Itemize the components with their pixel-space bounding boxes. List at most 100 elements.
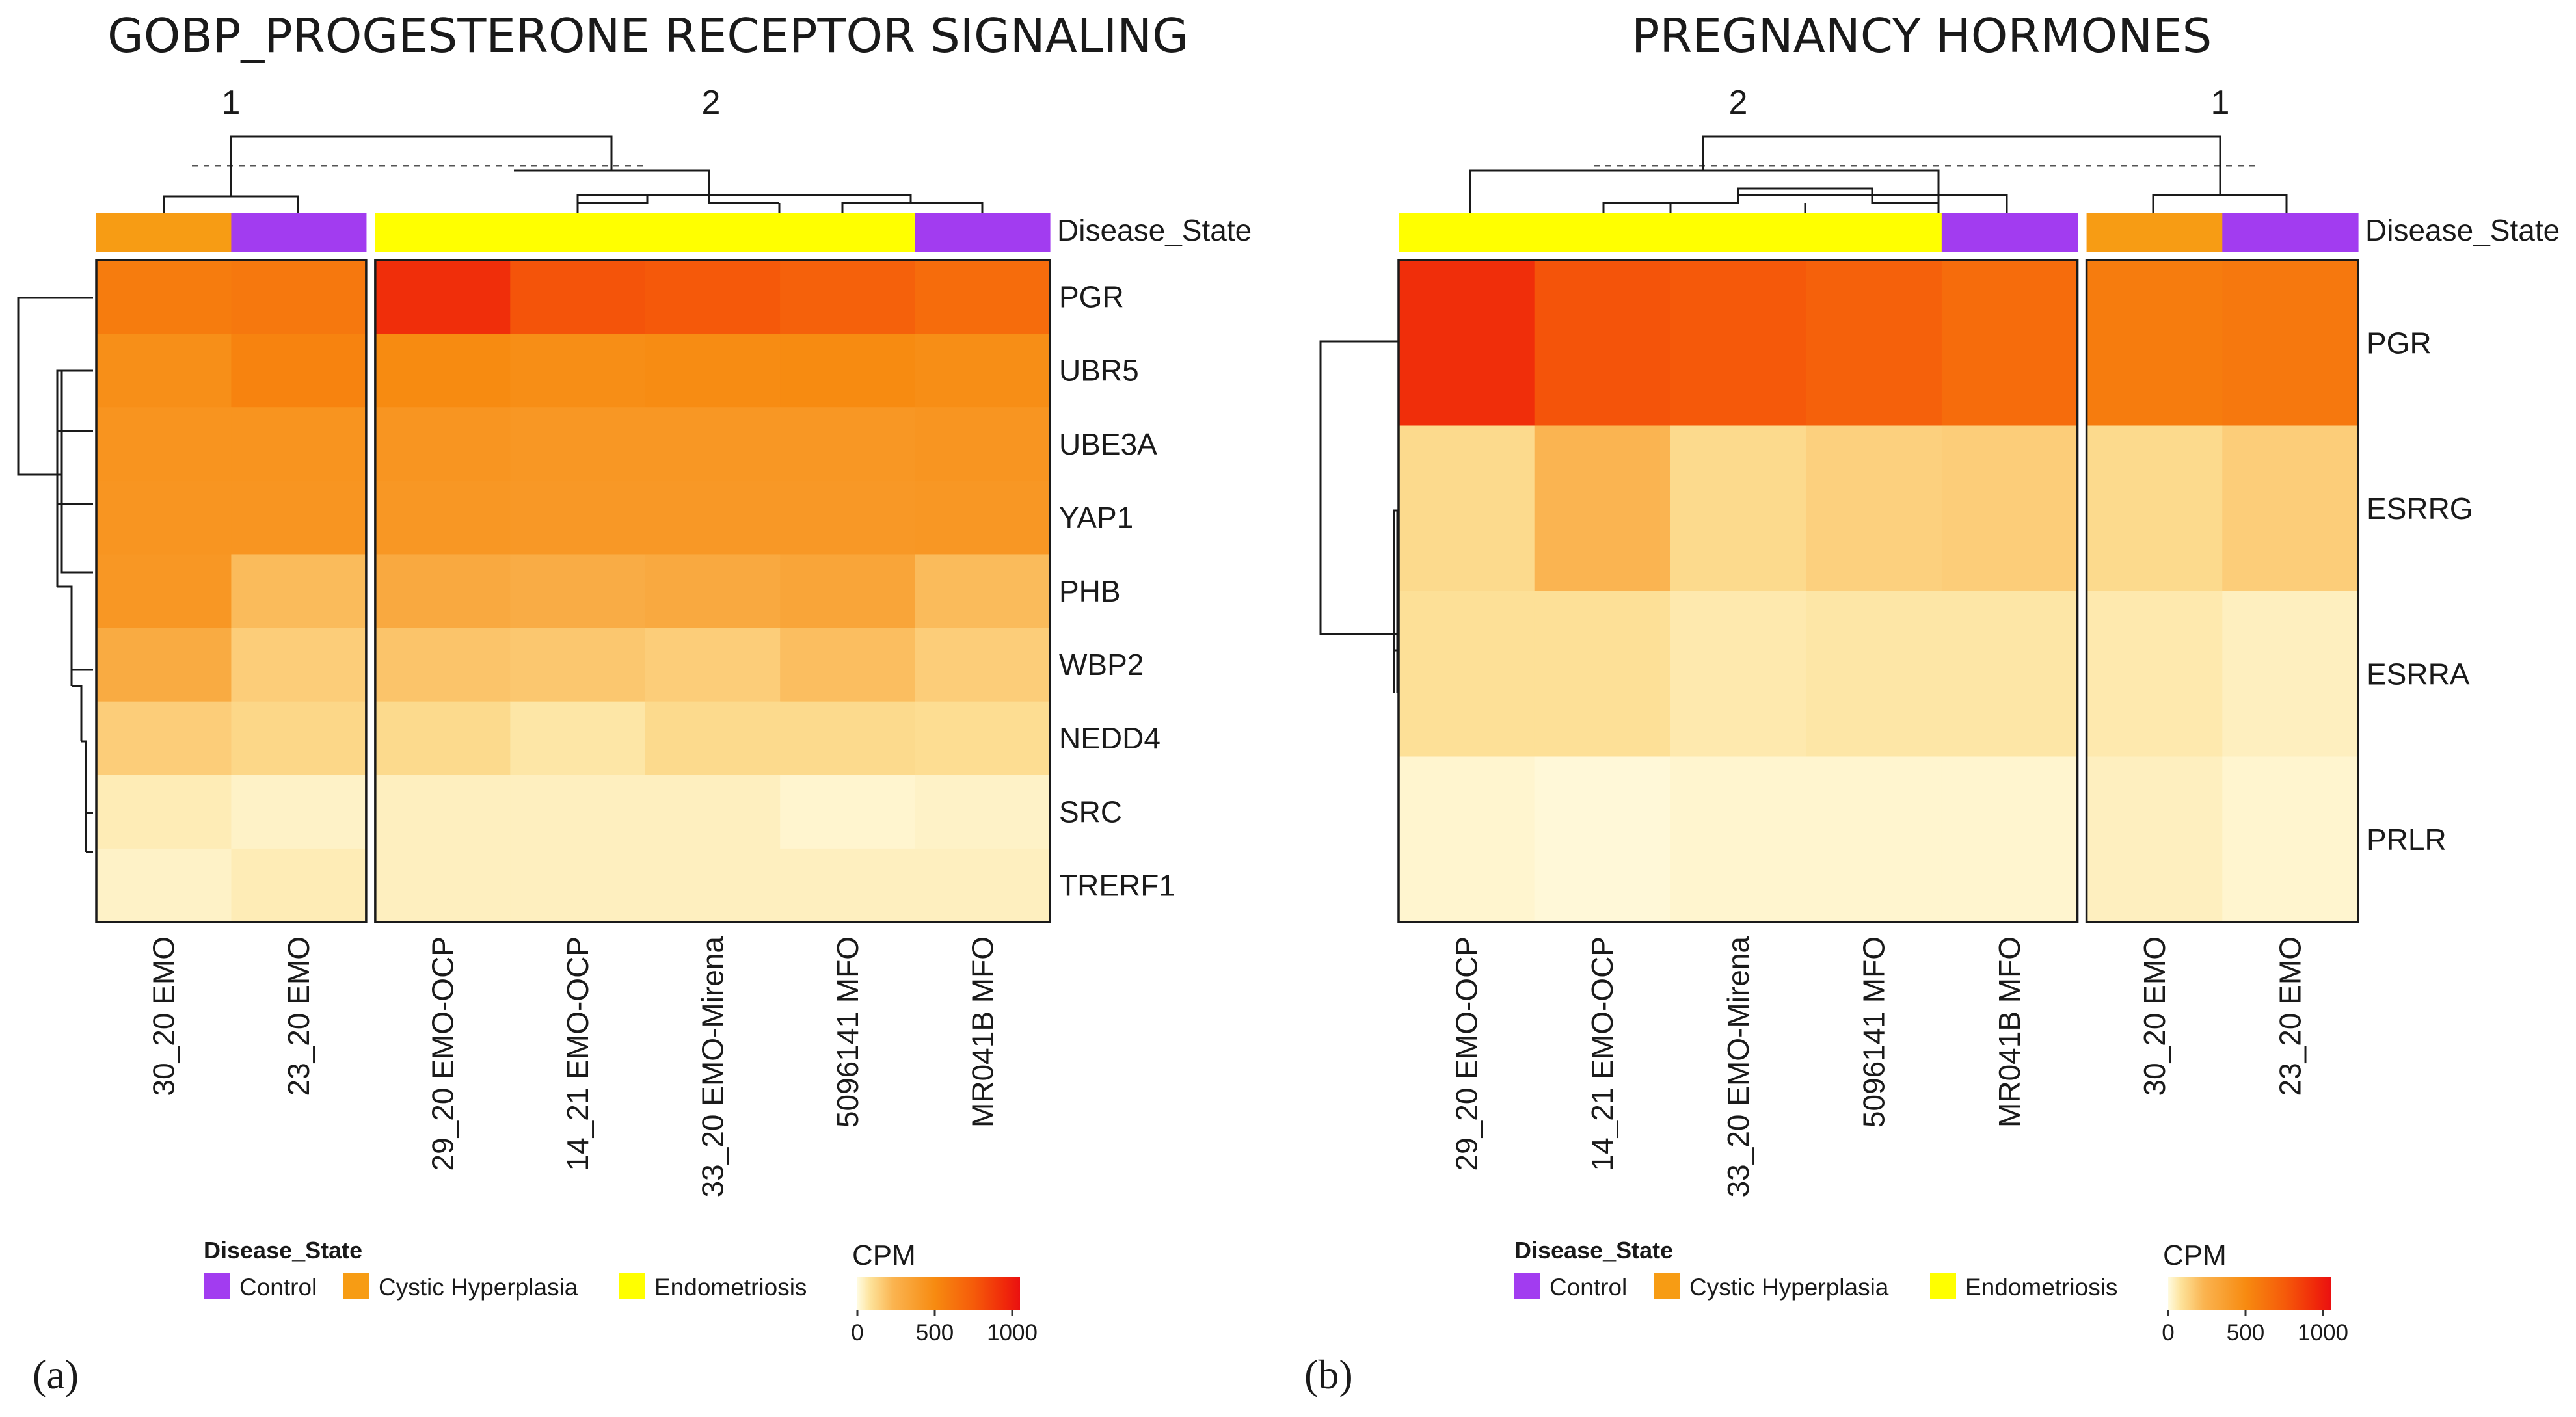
- panel-a-annotation-23-20-emo: [231, 213, 367, 252]
- panel-b-cell-pgr-14-21-emo-ocp: [1534, 260, 1671, 427]
- legend-swatch-endometriosis: [1930, 1273, 1956, 1299]
- panel-a-cell-src-mr041b-mfo: [915, 775, 1051, 849]
- panel-a-cell-nedd4-29-20-emo-ocp: [375, 701, 511, 776]
- panel-b-label: (b): [1304, 1351, 1353, 1397]
- panel-b-annotation-29-20-emo-ocp: [1399, 213, 1535, 252]
- panel-a-colorbar-gradient: [857, 1277, 1020, 1310]
- legend-label-control: Control: [1550, 1274, 1627, 1301]
- panel-a-cell-ube3a-mr041b-mfo: [915, 407, 1051, 481]
- panel-a-row-label-phb: PHB: [1059, 574, 1121, 608]
- panel-a-cell-ube3a-5096141-mfo: [780, 407, 916, 481]
- panel-b-colorbar-tick-500: 500: [2227, 1320, 2264, 1345]
- panel-b-colorbar-tick-1000: 1000: [2298, 1320, 2348, 1345]
- panel-b-legend-title: Disease_State: [1514, 1237, 1673, 1264]
- panel-b-cluster-1-label: 1: [2211, 84, 2230, 122]
- panel-a-cell-ubr5-30-20-emo: [96, 334, 232, 408]
- panel-a-cell-wbp2-5096141-mfo: [780, 628, 916, 702]
- panel-b-cell-esrra-23-20-emo: [2222, 591, 2359, 758]
- panel-a-cell-nedd4-14-21-emo-ocp: [510, 701, 646, 776]
- panel-b-column-labels: 29_20 EMO-OCP 14_21 EMO-OCP 33_20 EMO-Mire…: [1449, 936, 2307, 1198]
- panel-a-cell-yap1-5096141-mfo: [780, 481, 916, 555]
- panel-a-cell-trerf1-23-20-emo: [231, 848, 367, 923]
- panel-a-cell-nedd4-23-20-emo: [231, 701, 367, 776]
- panel-b-cell-prlr-5096141-mfo: [1806, 756, 1942, 923]
- panel-b-column-label-5096141-mfo: 5096141 MFO: [1857, 936, 1891, 1128]
- panel-b-row-label-prlr: PRLR: [2367, 823, 2447, 856]
- panel-a-colorbar-tick-0: 0: [851, 1320, 863, 1345]
- panel-a-cell-yap1-14-21-emo-ocp: [510, 481, 646, 555]
- panel-a-block-frame-1: [95, 259, 368, 923]
- panel-a-cell-ubr5-29-20-emo-ocp: [375, 334, 511, 408]
- panel-a-cell-ubr5-33-20-emo-mirena: [645, 334, 781, 408]
- panel-a-cell-phb-29-20-emo-ocp: [375, 554, 511, 629]
- legend-label-endometriosis: Endometriosis: [654, 1274, 807, 1301]
- panel-b-cell-esrra-29-20-emo-ocp: [1399, 591, 1535, 758]
- panel-a-row-label-wbp2: WBP2: [1059, 648, 1144, 682]
- panel-a-annotation-5096141-mfo: [780, 213, 916, 252]
- panel-a-annotation-label: Disease_State: [1057, 213, 1252, 247]
- panel-b-column-label-30-20-emo: 30_20 EMO: [2138, 936, 2171, 1096]
- panel-a-cell-src-33-20-emo-mirena: [645, 775, 781, 849]
- panel-a-cell-trerf1-14-21-emo-ocp: [510, 848, 646, 923]
- panel-b-cell-esrrg-mr041b-mfo: [1941, 425, 2078, 592]
- panel-b-cell-prlr-23-20-emo: [2222, 756, 2359, 923]
- panel-a-cell-pgr-29-20-emo-ocp: [375, 260, 511, 334]
- legend-label-cystic-hyperplasia: Cystic Hyperplasia: [1689, 1274, 1889, 1301]
- panel-a-column-labels: 30_20 EMO 23_20 EMO 29_20 EMO-OCP 14_21 EMO…: [147, 936, 1000, 1198]
- panel-a-cell-ubr5-5096141-mfo: [780, 334, 916, 408]
- legend-label-endometriosis: Endometriosis: [1965, 1274, 2117, 1301]
- panel-a-column-label-29-20-emo-ocp: 29_20 EMO-OCP: [426, 936, 460, 1171]
- panel-a-cell-ubr5-mr041b-mfo: [915, 334, 1051, 408]
- panel-b-title: PREGNANCY HORMONES: [1631, 8, 2212, 63]
- panel-a-row-label-pgr: PGR: [1059, 280, 1124, 314]
- panel-a-label: (a): [33, 1351, 79, 1397]
- panel-b-legend: Disease_State Control Cystic Hyperplasia…: [1514, 1237, 2117, 1301]
- panel-a-column-label-33-20-emo-mirena: 33_20 EMO-Mirena: [695, 936, 729, 1198]
- panel-b-cell-pgr-5096141-mfo: [1806, 260, 1942, 427]
- panel-a-legend-title: Disease_State: [204, 1237, 362, 1264]
- panel-a-cluster-2-label: 2: [702, 84, 721, 122]
- legend-swatch-cystic-hyperplasia: [343, 1273, 369, 1299]
- panel-b-annotation-bar: [1399, 213, 2359, 252]
- panel-b-cell-pgr-mr041b-mfo: [1941, 260, 2078, 427]
- panel-a-row-label-src: SRC: [1059, 795, 1122, 828]
- panel-b-cluster-2-label: 2: [1729, 84, 1748, 122]
- panel-b-cell-esrra-5096141-mfo: [1806, 591, 1942, 758]
- panel-a-cell-yap1-33-20-emo-mirena: [645, 481, 781, 555]
- panel-a-cell-trerf1-5096141-mfo: [780, 848, 916, 923]
- panel-a-cell-ubr5-23-20-emo: [231, 334, 367, 408]
- panel-b-annotation-30-20-emo: [2086, 213, 2223, 252]
- panel-a-cell-nedd4-mr041b-mfo: [915, 701, 1051, 776]
- panel-b-cell-esrrg-30-20-emo: [2086, 425, 2223, 592]
- panel-a-colorbar-title: CPM: [852, 1239, 916, 1271]
- panel-b-colorbar-title: CPM: [2163, 1239, 2227, 1271]
- panel-a-colorbar-tick-500: 500: [916, 1320, 954, 1345]
- panel-b-cell-esrra-14-21-emo-ocp: [1534, 591, 1671, 758]
- panel-b-cell-esrrg-33-20-emo-mirena: [1670, 425, 1806, 592]
- panel-a-row-label-ube3a: UBE3A: [1059, 427, 1157, 461]
- panel-a-cell-wbp2-33-20-emo-mirena: [645, 628, 781, 702]
- panel-b-cell-pgr-23-20-emo: [2222, 260, 2359, 427]
- panel-a-cell-nedd4-5096141-mfo: [780, 701, 916, 776]
- legend-label-control: Control: [239, 1274, 317, 1301]
- panel-a-row-label-nedd4: NEDD4: [1059, 721, 1161, 755]
- panel-a-colorbar: CPM 0 500 1000: [851, 1239, 1038, 1345]
- panel-b-column-label-mr041b-mfo: MR041B MFO: [1992, 936, 2026, 1128]
- panel-b-cell-esrrg-29-20-emo-ocp: [1399, 425, 1535, 592]
- panel-a-cell-yap1-29-20-emo-ocp: [375, 481, 511, 555]
- panel-b-annotation-33-20-emo-mirena: [1670, 213, 1806, 252]
- panel-a-cell-yap1-mr041b-mfo: [915, 481, 1051, 555]
- panel-b-cell-pgr-29-20-emo-ocp: [1399, 260, 1535, 427]
- panel-b-colorbar-gradient: [2168, 1277, 2331, 1310]
- panel-a-cell-phb-14-21-emo-ocp: [510, 554, 646, 629]
- panel-a-cell-phb-33-20-emo-mirena: [645, 554, 781, 629]
- panel-a-colorbar-tick-1000: 1000: [987, 1320, 1038, 1345]
- panel-a-annotation-29-20-emo-ocp: [375, 213, 511, 252]
- panel-a-cell-yap1-23-20-emo: [231, 481, 367, 555]
- panel-a-column-label-30-20-emo: 30_20 EMO: [147, 936, 181, 1096]
- panel-a-row-labels: PGR UBR5 UBE3A YAP1 PHB WBP2 NEDD4 SRC TRERF1: [1059, 280, 1175, 903]
- panel-a-title: GOBP_PROGESTERONE RECEPTOR SIGNALING: [107, 8, 1188, 63]
- panel-b-cell-esrra-mr041b-mfo: [1941, 591, 2078, 758]
- panel-a-cell-ubr5-14-21-emo-ocp: [510, 334, 646, 408]
- panel-a-cell-pgr-5096141-mfo: [780, 260, 916, 334]
